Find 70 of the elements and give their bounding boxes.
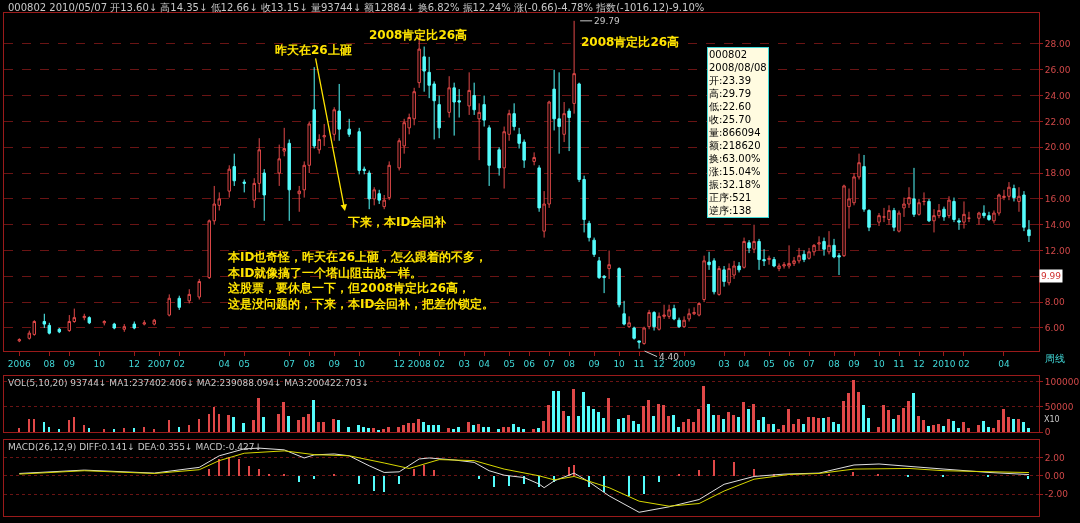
y-tick-label: 6.00 — [1044, 323, 1066, 334]
annotation: 29.79 — [594, 16, 621, 26]
annotation: 9.99 — [1041, 271, 1062, 281]
y-tick-label: 24.00 — [1044, 90, 1071, 101]
chart-subtitle: 000802 2010/05/07 开13.60↓ 高14.35↓ 低12.66↓ 收13.15↓ 量93744↓ 额12884↓ 换6.82% 振12.24% 涨(-0.66)-4.78% 指数(-1016.12)-9.10% — [8, 2, 705, 13]
y-tick-label: 0 — [1044, 427, 1051, 438]
chart-title: VOL(5,10,20) 93744↓ MA1:237402.406↓ MA2:239088.094↓ MA3:200422.703↓ — [8, 378, 369, 388]
x-tick-label: 03 — [718, 359, 730, 369]
x-tick-label: 02 — [958, 359, 970, 369]
x-tick-label: 07 — [803, 359, 815, 369]
x-tick-label: 2009 — [672, 359, 696, 369]
y-tick-label: -2.00 — [1044, 489, 1069, 500]
x-tick-label: 09 — [588, 359, 601, 369]
y-tick-label: 16.00 — [1044, 194, 1071, 205]
x-tick-label: 02 — [173, 359, 185, 369]
x-tick-label: 2007 — [147, 359, 171, 369]
x-tick-label: 10 — [353, 359, 366, 369]
x-axis-title: 周线 — [1045, 353, 1065, 364]
x-tick-label: 12 — [913, 359, 925, 369]
annotation: 2008肯定比26高 — [369, 28, 468, 42]
x-tick-label: 2010 — [932, 359, 956, 369]
annotation: 昨天在26上砸 — [275, 43, 352, 57]
y-tick-label: 8.00 — [1044, 297, 1066, 308]
y-tick-label: 0.00 — [1044, 470, 1066, 481]
x-tick-label: 07 — [543, 359, 555, 369]
y-tick-label: 14.00 — [1044, 219, 1071, 230]
x-tick-label: 09 — [63, 359, 76, 369]
y-tick-label: 12.00 — [1044, 245, 1071, 256]
y-tick-label: 28.00 — [1044, 39, 1071, 50]
x-tick-label: 12 — [653, 359, 665, 369]
x-tick-label: 05 — [763, 359, 775, 369]
y-axis-title: X10 — [1044, 415, 1060, 424]
chart-title: MACD(26,12,9) DIFF:0.141↓ DEA:0.355↓ MACD:-0.427↓ — [8, 442, 263, 452]
x-tick-label: 09 — [328, 359, 341, 369]
x-tick-label: 09 — [848, 359, 861, 369]
x-tick-label: 10 — [93, 359, 106, 369]
annotation: 本ID也奇怪，昨天在26上砸，怎么跟着的不多，本ID就像搞了一个塔山阻击战一样。这股票，要休息一下，但2008肯定比26高，这是没问题的，下来，本ID会回补，把差价锁定。 — [227, 250, 495, 311]
x-tick-label: 2008 — [407, 359, 431, 369]
x-tick-label: 11 — [893, 359, 905, 369]
x-tick-label: 12 — [128, 359, 140, 369]
x-tick-label: 2006 — [7, 359, 32, 369]
annotation: 下来，本ID会回补 — [347, 215, 448, 229]
x-tick-label: 02 — [433, 359, 445, 369]
y-tick-label: 18.00 — [1044, 168, 1071, 179]
text: 000802 2008/08/08 开:23.39 高:29.79 低:22.60 收:25.70 量:866094 额:218620 换:63.00% 涨:15.04% 振:32.18% 正序:521 逆序:138 — [709, 49, 767, 216]
x-tick-label: 10 — [873, 359, 886, 369]
x-tick-label: 07 — [283, 359, 295, 369]
x-tick-label: 11 — [633, 359, 645, 369]
y-tick-label: 26.00 — [1044, 64, 1071, 75]
x-tick-label: 08 — [563, 359, 576, 369]
x-tick-label: 04 — [478, 359, 491, 369]
x-tick-label: 05 — [238, 359, 250, 369]
x-tick-label: 06 — [783, 359, 796, 369]
x-tick-label: 05 — [503, 359, 515, 369]
x-tick-label: 08 — [43, 359, 56, 369]
x-tick-label: 10 — [613, 359, 626, 369]
y-tick-label: 22.00 — [1044, 116, 1071, 127]
x-tick-label: 12 — [393, 359, 405, 369]
annotation: 2008肯定比26高 — [581, 35, 680, 49]
x-tick-label: 06 — [523, 359, 536, 369]
y-tick-label: 20.00 — [1044, 142, 1071, 153]
x-tick-label: 04 — [218, 359, 231, 369]
x-tick-label: 03 — [458, 359, 470, 369]
x-tick-label: 04 — [998, 359, 1010, 369]
x-tick-label: 08 — [303, 359, 316, 369]
x-tick-label: 08 — [828, 359, 841, 369]
y-tick-label: 2.00 — [1044, 452, 1066, 463]
x-tick-label: 04 — [738, 359, 751, 369]
y-tick-label: 50000 — [1044, 401, 1074, 412]
y-tick-label: 100000 — [1044, 376, 1080, 387]
